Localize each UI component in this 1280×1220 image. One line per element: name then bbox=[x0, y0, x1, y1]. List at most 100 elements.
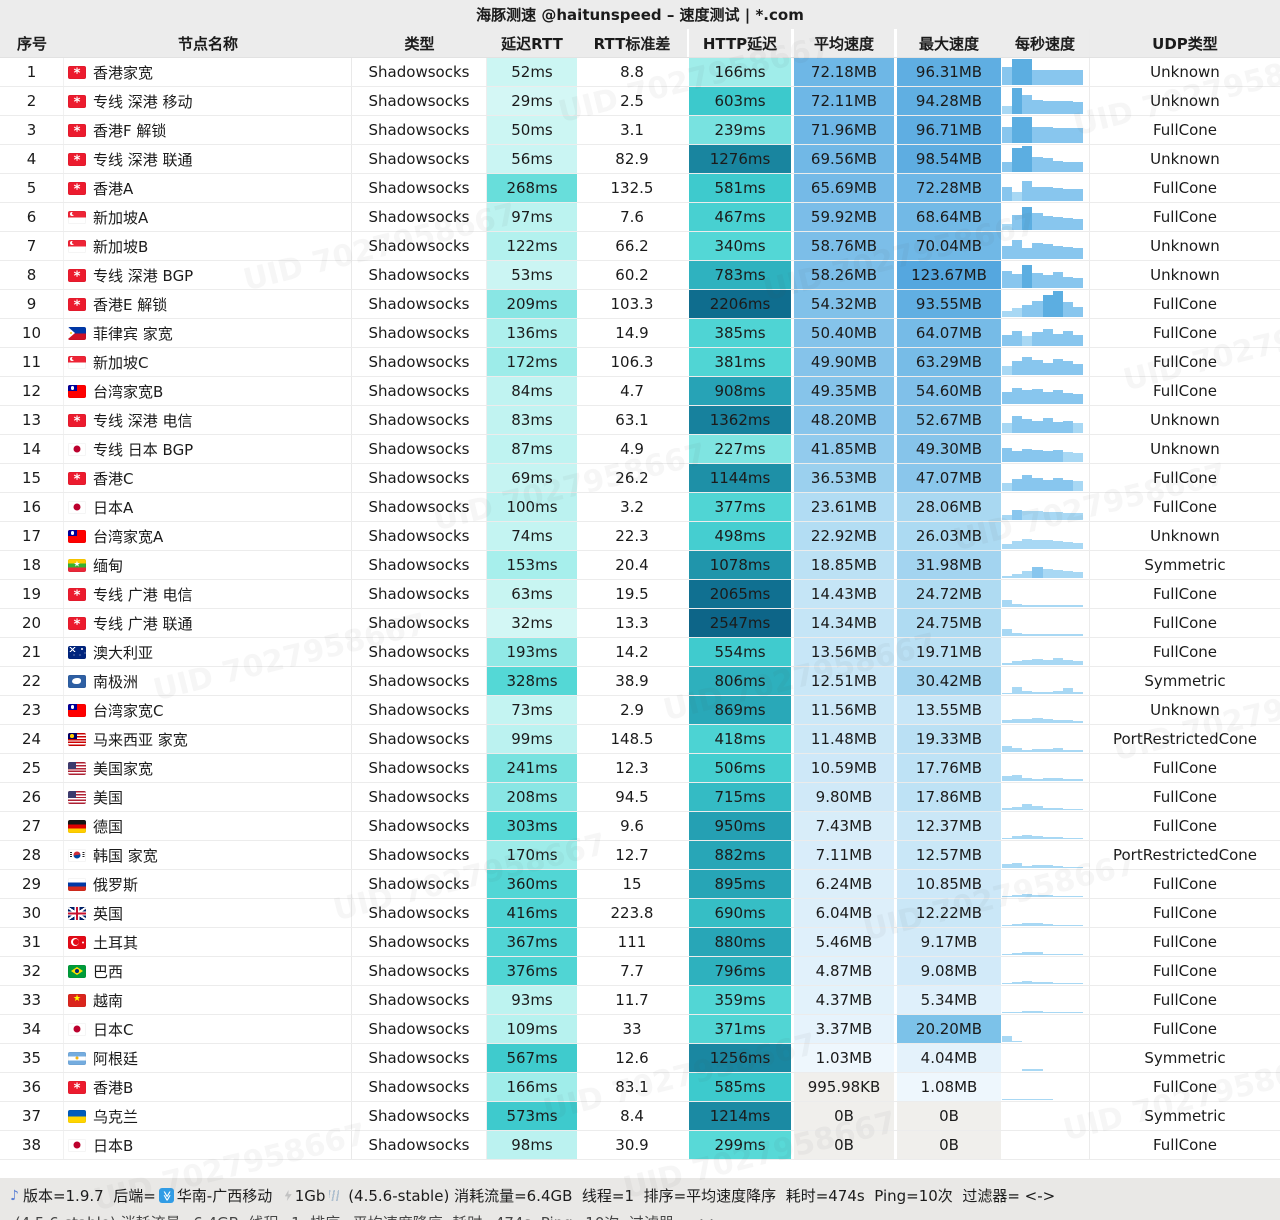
spark-bar bbox=[1042, 749, 1053, 752]
max-speed-value: 0B bbox=[894, 1102, 1001, 1130]
node-name-cell: 美国家宽 bbox=[64, 754, 352, 782]
udp-type-value: FullCone bbox=[1152, 324, 1218, 342]
ph-flag-icon bbox=[68, 326, 86, 340]
rtt-value: 573ms bbox=[487, 1102, 577, 1130]
spark-bar bbox=[1062, 188, 1073, 201]
node-name-cell: 土耳其 bbox=[64, 928, 352, 956]
avg-speed-value: 9.80MB bbox=[791, 783, 894, 811]
spark-bar bbox=[1062, 101, 1073, 114]
per-second-speed-chart bbox=[1001, 754, 1090, 782]
rtt-value: 122ms bbox=[487, 232, 577, 260]
row-index: 9 bbox=[0, 290, 64, 318]
spark-bar bbox=[1012, 479, 1023, 491]
spark-bar bbox=[1022, 1099, 1033, 1100]
node-name-cell: 台湾家宽B bbox=[64, 377, 352, 405]
spark-bar bbox=[1002, 863, 1013, 868]
udp-type-value: Unknown bbox=[1150, 92, 1220, 110]
speed-sparkline bbox=[1001, 377, 1089, 405]
node-name-cell: 香港B bbox=[64, 1073, 352, 1101]
table-footer-gap bbox=[0, 1160, 1280, 1178]
spark-bar bbox=[1042, 691, 1053, 694]
rtt-value: 170ms bbox=[487, 841, 577, 869]
per-second-speed-chart bbox=[1001, 1044, 1090, 1072]
per-second-speed-chart bbox=[1001, 812, 1090, 840]
music-note-icon: ♪ bbox=[10, 1187, 19, 1204]
spark-bar bbox=[1042, 418, 1053, 433]
spark-bar bbox=[1052, 217, 1063, 230]
spark-bar bbox=[1002, 776, 1013, 781]
spark-bar bbox=[1032, 100, 1043, 114]
spark-bar bbox=[1022, 604, 1033, 607]
spark-bar bbox=[1022, 94, 1033, 114]
node-name-cell: 澳大利亚 bbox=[64, 638, 352, 666]
rtt-value: 63ms bbox=[487, 580, 577, 608]
spark-bar bbox=[1032, 691, 1043, 694]
spark-bar bbox=[1042, 511, 1053, 520]
spark-bar bbox=[1022, 865, 1033, 868]
node-type: Shadowsocks bbox=[352, 638, 487, 666]
spark-bar bbox=[1002, 663, 1013, 665]
spark-bar bbox=[1032, 567, 1043, 578]
node-name-cell: 专线 深港 BGP bbox=[64, 261, 352, 289]
node-name: 专线 深港 移动 bbox=[93, 92, 193, 111]
spark-bar bbox=[1072, 161, 1083, 172]
node-type: Shadowsocks bbox=[352, 986, 487, 1014]
max-speed-value: 98.54MB bbox=[894, 145, 1001, 173]
node-type: Shadowsocks bbox=[352, 493, 487, 521]
udp-type-value: FullCone bbox=[1152, 382, 1218, 400]
rtt-value: 100ms bbox=[487, 493, 577, 521]
speed-sparkline bbox=[1001, 435, 1089, 463]
spark-bar bbox=[1002, 270, 1013, 288]
aq-flag-icon bbox=[68, 674, 86, 688]
spark-bar bbox=[1072, 808, 1083, 810]
node-name: 澳大利亚 bbox=[93, 643, 154, 662]
max-speed-value: 5.34MB bbox=[894, 986, 1001, 1014]
per-second-speed-chart bbox=[1001, 464, 1090, 492]
spark-bar bbox=[1002, 126, 1013, 143]
spark-bar bbox=[1072, 334, 1083, 346]
spark-bar bbox=[1062, 217, 1073, 230]
spark-bar bbox=[1032, 894, 1043, 897]
node-name: 乌克兰 bbox=[93, 1107, 139, 1126]
udp-type-value: FullCone bbox=[1152, 962, 1218, 980]
spark-bar bbox=[1072, 660, 1083, 665]
spark-bar bbox=[1002, 223, 1013, 230]
spark-bar bbox=[1052, 866, 1063, 868]
rtt-stddev-value: 15 bbox=[622, 875, 642, 893]
row-index: 16 bbox=[0, 493, 64, 521]
node-name: 台湾家宽A bbox=[93, 527, 164, 546]
spark-bar bbox=[1072, 101, 1083, 114]
spark-bar bbox=[1002, 482, 1013, 491]
http-delay-value: 806ms bbox=[687, 667, 791, 695]
spark-bar bbox=[1062, 420, 1073, 433]
spark-bar bbox=[1012, 540, 1023, 549]
max-speed-value: 20.20MB bbox=[894, 1015, 1001, 1043]
udp-type-value: Symmetric bbox=[1144, 672, 1226, 690]
max-speed-value: 47.07MB bbox=[894, 464, 1001, 492]
spark-bar bbox=[1062, 866, 1073, 868]
avg-speed-value: 12.51MB bbox=[791, 667, 894, 695]
speed-sparkline bbox=[1001, 348, 1089, 376]
spark-bar bbox=[1052, 359, 1063, 375]
per-second-speed-chart bbox=[1001, 725, 1090, 753]
node-name: 南极洲 bbox=[93, 672, 139, 691]
avg-speed-value: 59.92MB bbox=[791, 203, 894, 231]
hk-flag-icon bbox=[68, 94, 86, 108]
jp-flag-icon bbox=[68, 500, 86, 514]
max-speed-value: 24.75MB bbox=[894, 609, 1001, 637]
us-flag-icon bbox=[68, 790, 86, 804]
table-row: 24 马来西亚 家宽 Shadowsocks 99ms 148.5 418ms 11.48M… bbox=[0, 725, 1280, 754]
col-header-http-delay: HTTP延迟 bbox=[687, 29, 791, 57]
rtt-value: 416ms bbox=[487, 899, 577, 927]
node-type: Shadowsocks bbox=[352, 609, 487, 637]
spark-bar bbox=[1072, 542, 1083, 549]
footer-backend-name: 华南-广西移动 bbox=[176, 1187, 282, 1205]
udp-type-value: Symmetric bbox=[1144, 556, 1226, 574]
node-name-cell: 专线 深港 电信 bbox=[64, 406, 352, 434]
max-speed-value: 9.08MB bbox=[894, 957, 1001, 985]
hk-flag-icon bbox=[68, 152, 86, 166]
max-speed-value: 24.72MB bbox=[894, 580, 1001, 608]
tr-flag-icon bbox=[68, 935, 86, 949]
avg-speed-value: 18.85MB bbox=[791, 551, 894, 579]
row-index: 22 bbox=[0, 667, 64, 695]
